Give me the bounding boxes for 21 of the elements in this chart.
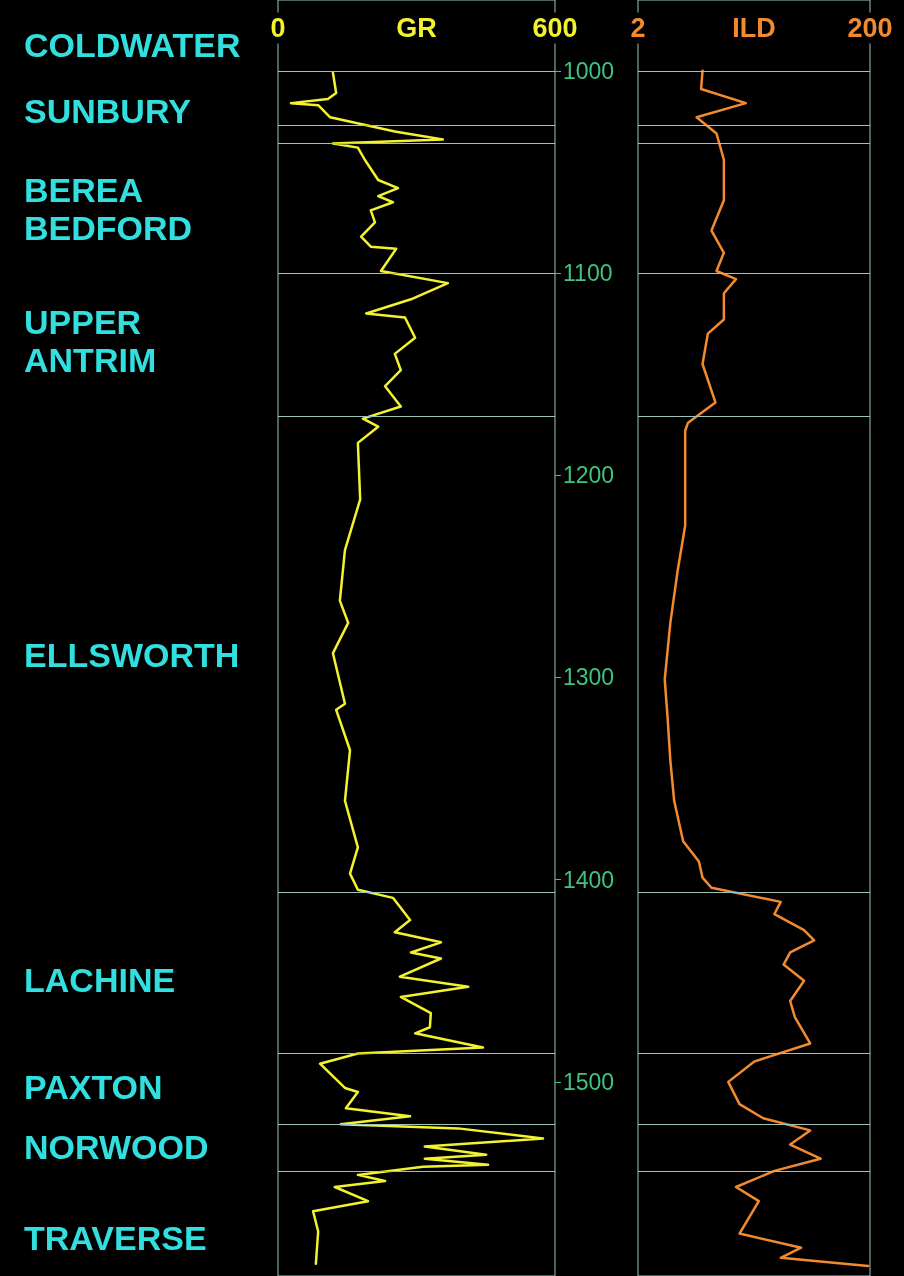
y-tick-label: 1500 [563,1068,615,1095]
text: BEREA BEDFORD [24,171,193,247]
x-axis-title: GR [396,13,437,43]
y-tick-label: 1400 [563,866,615,893]
text: UPPER ANTRIM [24,303,157,379]
text: NORWOOD [24,1128,209,1166]
x-tick-label: 600 [532,13,578,43]
text: SUNBURY [24,92,192,130]
x-tick-label: 2 [630,13,646,43]
text: COLDWATER [24,26,241,64]
y-tick-label: 1100 [563,260,613,286]
text: LACHINE [24,961,176,999]
x-tick-label: 200 [847,13,893,43]
x-tick-label: 0 [270,13,286,43]
y-tick-label: 1200 [563,462,615,489]
text: ELLSWORTH [24,636,240,674]
text: TRAVERSE [24,1219,207,1257]
y-tick-label: 1300 [563,664,615,691]
y-tick-label: 1000 [563,57,615,84]
x-axis-title: ILD [732,13,776,43]
text: PAXTON [24,1068,163,1106]
